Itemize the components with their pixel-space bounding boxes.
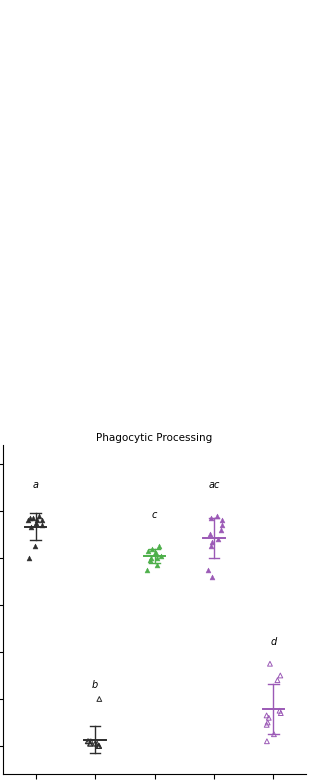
Point <box>154 559 159 572</box>
Point <box>86 735 91 748</box>
Point <box>88 737 93 750</box>
Point <box>268 658 273 670</box>
Point <box>271 728 276 741</box>
Point <box>265 716 270 729</box>
Point <box>97 693 102 705</box>
Point <box>93 737 98 750</box>
Point <box>88 735 93 748</box>
Title: Phagocytic Processing: Phagocytic Processing <box>96 433 213 443</box>
Point <box>214 509 219 522</box>
Point <box>154 552 159 565</box>
Point <box>206 564 211 576</box>
Point <box>150 543 155 555</box>
Point <box>39 518 44 531</box>
Point <box>36 509 41 522</box>
Point <box>147 554 152 567</box>
Point <box>264 719 269 731</box>
Point <box>153 547 158 560</box>
Point <box>219 518 224 531</box>
Point <box>266 712 271 724</box>
Text: mypt75D$^{F117A}$: mypt75D$^{F117A}$ <box>6 200 60 215</box>
Point <box>30 511 35 524</box>
Point <box>218 523 223 536</box>
Point <box>96 740 101 752</box>
Point <box>159 550 164 562</box>
Point <box>33 516 38 529</box>
Point <box>97 740 102 752</box>
Point <box>145 545 150 558</box>
Point <box>275 674 280 687</box>
Point <box>278 669 283 682</box>
Point <box>219 514 224 526</box>
Point <box>26 552 31 565</box>
Point <box>215 533 220 546</box>
Text: d: d <box>270 637 276 647</box>
Point <box>156 540 161 553</box>
Point <box>87 737 92 750</box>
Point <box>145 564 150 576</box>
Text: ac: ac <box>208 480 220 490</box>
Point <box>209 511 214 524</box>
Point <box>39 514 44 526</box>
Point <box>34 514 39 526</box>
Point <box>149 552 154 565</box>
Point <box>95 740 100 752</box>
Point <box>265 735 269 748</box>
Point <box>26 514 31 526</box>
Point <box>264 709 269 722</box>
Point <box>207 529 212 541</box>
Point <box>29 521 34 533</box>
Point <box>32 540 37 553</box>
Point <box>209 536 214 548</box>
Point <box>209 540 214 553</box>
Text: b: b <box>92 680 98 690</box>
Point <box>85 735 90 748</box>
Text: mypt75D$^{F117A}$; trpml$^{1}$: mypt75D$^{F117A}$; trpml$^{1}$ <box>6 351 89 365</box>
Point <box>277 705 282 717</box>
Point <box>210 571 214 583</box>
Text: a: a <box>33 480 39 490</box>
Point <box>153 547 158 560</box>
Text: c: c <box>152 511 157 520</box>
Text: A: A <box>6 16 16 29</box>
Text: sqh$^{RNAi}$: sqh$^{RNAi}$ <box>6 58 35 73</box>
Point <box>28 511 32 524</box>
Point <box>278 707 283 719</box>
Point <box>95 737 100 750</box>
